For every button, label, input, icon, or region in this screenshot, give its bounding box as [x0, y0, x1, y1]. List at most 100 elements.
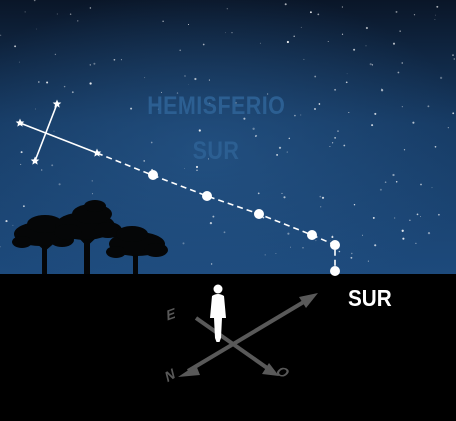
background-star: [208, 102, 211, 105]
background-star: [34, 108, 36, 110]
background-star: [371, 64, 374, 66]
background-star: [157, 108, 160, 110]
background-star: [202, 43, 205, 46]
cross-long-axis: [19, 122, 98, 154]
background-star: [63, 85, 66, 88]
guide-marker: [202, 191, 212, 201]
background-star: [397, 71, 400, 74]
cross-short-axis: [34, 103, 58, 162]
compass-rose: [178, 293, 318, 377]
background-star: [207, 158, 209, 160]
guide-marker: [330, 240, 340, 250]
background-star: [77, 20, 79, 22]
background-star: [58, 183, 61, 186]
background-star: [286, 40, 289, 44]
background-star: [188, 83, 189, 85]
background-star: [302, 246, 304, 249]
background-star: [71, 91, 74, 94]
background-star: [447, 127, 449, 129]
background-star: [300, 26, 302, 28]
north-arrow-icon: [178, 365, 200, 377]
background-star: [412, 121, 415, 124]
background-star: [266, 93, 269, 95]
background-star: [290, 246, 291, 248]
tree-silhouettes: [12, 200, 168, 276]
north-south-axis: [186, 298, 309, 373]
background-star: [345, 81, 348, 84]
background-star: [436, 5, 439, 8]
background-star: [209, 221, 213, 225]
background-star: [243, 117, 246, 120]
observer-figure: [210, 284, 226, 342]
background-star: [401, 229, 404, 232]
background-star: [321, 196, 325, 199]
background-star: [353, 48, 356, 51]
background-star: [194, 77, 197, 81]
background-star: [89, 7, 92, 9]
background-star: [452, 54, 454, 56]
background-star: [287, 232, 290, 235]
background-star: [413, 14, 416, 16]
background-star: [369, 63, 372, 66]
background-star: [257, 192, 260, 195]
background-star: [395, 10, 398, 13]
background-star: [317, 13, 320, 16]
background-star: [24, 11, 26, 13]
background-star: [160, 91, 163, 93]
background-star: [365, 26, 368, 30]
background-star: [346, 73, 348, 75]
background-star: [12, 224, 14, 226]
background-star: [53, 130, 55, 132]
background-star: [434, 19, 436, 20]
background-star: [91, 180, 93, 182]
background-star: [438, 213, 440, 216]
background-star: [399, 30, 401, 32]
background-star: [262, 216, 265, 219]
southern-cross-constellation: [15, 99, 102, 165]
background-star: [350, 256, 353, 259]
background-star: [392, 173, 395, 177]
background-star: [195, 165, 199, 169]
star-field: [0, 0, 456, 265]
background-star: [278, 146, 282, 149]
cross-star-north: [52, 99, 62, 108]
background-star: [403, 149, 406, 151]
background-star: [395, 181, 398, 183]
background-star: [303, 58, 305, 60]
background-star: [89, 82, 92, 85]
background-star: [329, 240, 331, 242]
pointer-line-to-south: [96, 152, 340, 276]
background-star: [41, 169, 43, 171]
background-star: [329, 145, 331, 148]
background-star: [341, 33, 344, 35]
background-star: [371, 124, 374, 127]
background-star: [46, 81, 49, 84]
background-star: [69, 13, 72, 15]
background-star: [415, 242, 417, 245]
background-star: [56, 13, 58, 15]
background-star: [384, 181, 387, 183]
background-star: [150, 141, 153, 144]
background-star: [93, 62, 96, 65]
background-star: [434, 14, 436, 16]
background-star: [416, 213, 419, 216]
background-star: [394, 217, 396, 219]
background-star: [0, 34, 2, 36]
background-star: [275, 253, 277, 254]
background-star: [374, 244, 377, 247]
background-star: [162, 20, 164, 22]
background-star: [176, 92, 179, 94]
cross-star-west: [15, 118, 25, 127]
background-star: [439, 76, 443, 80]
observer-head: [213, 284, 223, 294]
background-star: [208, 79, 210, 81]
background-star: [225, 32, 226, 34]
background-star: [182, 242, 185, 245]
background-star: [130, 107, 133, 110]
background-star: [334, 137, 336, 139]
background-star: [420, 215, 422, 217]
south-point-marker: [330, 266, 340, 276]
background-star: [379, 188, 382, 191]
guide-marker: [148, 170, 158, 180]
